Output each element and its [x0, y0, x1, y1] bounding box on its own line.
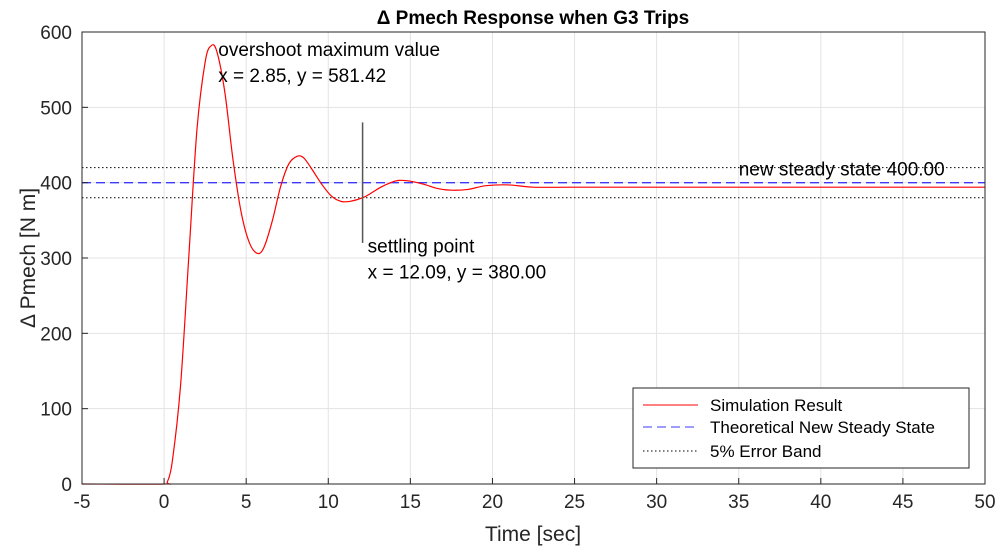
legend-label-simulation: Simulation Result — [710, 396, 843, 415]
y-tick-label: 600 — [40, 23, 72, 44]
y-axis-ticks: 0 100 200 300 400 500 600 — [40, 23, 88, 496]
error-band-lines — [82, 167, 985, 199]
overshoot-annotation-line2: x = 2.85, y = 581.42 — [218, 66, 386, 87]
x-axis-label: Time [sec] — [485, 523, 581, 546]
x-tick-label: 45 — [892, 492, 913, 513]
x-tick-label: 10 — [318, 492, 339, 513]
series-lines — [81, 44, 985, 485]
legend-label-error-band: 5% Error Band — [710, 442, 822, 461]
simulation-line — [81, 44, 985, 485]
y-tick-label: 400 — [40, 174, 72, 195]
legend: Simulation Result Theoretical New Steady… — [632, 387, 970, 469]
y-tick-label: 500 — [40, 98, 72, 119]
settling-annotation-line1: settling point — [368, 237, 475, 258]
legend-box — [632, 387, 970, 469]
x-tick-label: 30 — [646, 492, 667, 513]
chart-title: Δ Pmech Response when G3 Trips — [377, 8, 689, 29]
y-tick-label: 300 — [40, 249, 72, 270]
x-tick-label: 50 — [974, 492, 995, 513]
x-tick-label: 20 — [482, 492, 503, 513]
x-axis-ticks: -5 0 5 10 15 20 25 30 35 40 45 50 — [74, 478, 996, 513]
settling-annotation-line2: x = 12.09, y = 380.00 — [368, 263, 547, 284]
x-tick-label: -5 — [74, 492, 91, 513]
y-axis-label: Δ Pmech [N m] — [17, 188, 40, 328]
x-tick-label: 0 — [159, 492, 170, 513]
overshoot-annotation-line1: overshoot maximum value — [218, 40, 440, 61]
x-tick-label: 35 — [728, 492, 749, 513]
x-tick-label: 40 — [810, 492, 831, 513]
x-tick-label: 25 — [564, 492, 585, 513]
x-tick-label: 5 — [241, 492, 252, 513]
y-tick-label: 0 — [61, 475, 72, 496]
y-tick-label: 200 — [40, 324, 72, 345]
steady-state-annotation: new steady state 400.00 — [739, 160, 945, 181]
x-tick-label: 15 — [400, 492, 421, 513]
legend-label-steady-state: Theoretical New Steady State — [710, 418, 935, 437]
y-tick-label: 100 — [40, 400, 72, 421]
annotations: overshoot maximum value x = 2.85, y = 58… — [218, 40, 944, 284]
